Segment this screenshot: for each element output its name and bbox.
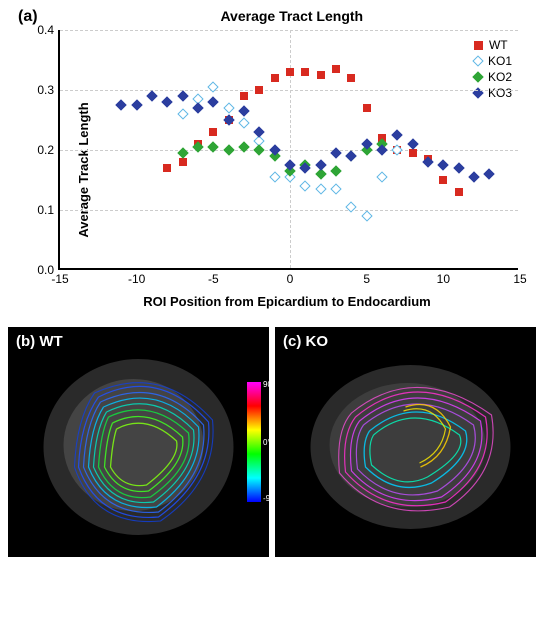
point-WT <box>286 68 294 76</box>
legend-row: KO2 <box>474 70 512 84</box>
legend-marker <box>472 71 483 82</box>
chart-title: Average Tract Length <box>48 8 536 24</box>
point-KO3 <box>468 171 479 182</box>
point-KO2 <box>330 165 341 176</box>
legend-label: KO1 <box>488 54 512 68</box>
panel-b: (b) WT 90° 0° -90° <box>8 327 269 557</box>
legend-row: KO1 <box>474 54 512 68</box>
point-KO1 <box>330 183 341 194</box>
legend-label: KO2 <box>488 70 512 84</box>
vgrid <box>290 30 291 268</box>
panel-b-label: (b) WT <box>16 333 63 350</box>
point-WT <box>363 104 371 112</box>
xtick: 5 <box>363 272 370 286</box>
legend-label: KO3 <box>488 86 512 100</box>
panel-c: (c) KO <box>275 327 536 557</box>
point-KO1 <box>315 183 326 194</box>
xtick: -15 <box>51 272 68 286</box>
point-KO1 <box>376 171 387 182</box>
point-WT <box>455 188 463 196</box>
point-KO2 <box>254 144 265 155</box>
point-WT <box>163 164 171 172</box>
point-WT <box>301 68 309 76</box>
point-KO2 <box>223 144 234 155</box>
xtick: 0 <box>287 272 294 286</box>
hgrid <box>60 30 518 31</box>
image-row: (b) WT 90° 0° -90° (c) KO <box>8 327 536 557</box>
point-WT <box>347 74 355 82</box>
point-WT <box>332 65 340 73</box>
point-WT <box>179 158 187 166</box>
legend-row: WT <box>474 38 512 52</box>
figure: (a) Average Tract Length Average Track L… <box>0 0 544 565</box>
point-KO3 <box>346 150 357 161</box>
point-KO3 <box>392 129 403 140</box>
hgrid <box>60 150 518 151</box>
xtick: 10 <box>437 272 450 286</box>
point-KO3 <box>192 102 203 113</box>
point-WT <box>317 71 325 79</box>
hgrid <box>60 90 518 91</box>
legend: WT KO1 KO2 KO3 <box>474 36 512 102</box>
point-WT <box>255 86 263 94</box>
xtick: -10 <box>128 272 145 286</box>
point-KO3 <box>315 159 326 170</box>
point-KO1 <box>238 117 249 128</box>
colorbar-bot: -90° <box>263 494 269 503</box>
chart-wrap: Average Track Length WTKO1KO2KO3 0.00.10… <box>58 30 516 309</box>
panel-a: (a) Average Tract Length Average Track L… <box>8 8 536 309</box>
ytick: 0.1 <box>37 203 54 217</box>
tractography-wt <box>8 327 269 557</box>
legend-label: WT <box>489 38 508 52</box>
point-KO3 <box>146 90 157 101</box>
panel-a-label: (a) <box>18 8 38 26</box>
point-KO1 <box>223 102 234 113</box>
x-axis-label: ROI Position from Epicardium to Endocard… <box>58 294 516 309</box>
point-KO3 <box>407 138 418 149</box>
panel-c-label: (c) KO <box>283 333 328 350</box>
point-KO3 <box>254 126 265 137</box>
hgrid <box>60 210 518 211</box>
point-KO3 <box>208 96 219 107</box>
colorbar-top: 90° <box>263 380 269 389</box>
scatter-chart: WTKO1KO2KO3 0.00.10.20.30.4-15-10-505101… <box>58 30 518 270</box>
point-KO3 <box>177 90 188 101</box>
xtick: -5 <box>208 272 219 286</box>
tractography-ko <box>275 327 536 557</box>
point-KO3 <box>484 168 495 179</box>
point-KO1 <box>361 210 372 221</box>
legend-row: KO3 <box>474 86 512 100</box>
point-KO3 <box>438 159 449 170</box>
colorbar-mid: 0° <box>263 438 269 447</box>
point-WT <box>209 128 217 136</box>
point-KO3 <box>238 105 249 116</box>
point-KO3 <box>453 162 464 173</box>
point-KO3 <box>131 99 142 110</box>
legend-marker <box>474 41 483 50</box>
point-KO1 <box>300 180 311 191</box>
legend-marker <box>472 55 483 66</box>
ytick: 0.2 <box>37 143 54 157</box>
point-KO3 <box>116 99 127 110</box>
point-WT <box>240 92 248 100</box>
point-WT <box>271 74 279 82</box>
ytick: 0.4 <box>37 23 54 37</box>
point-KO1 <box>269 171 280 182</box>
point-WT <box>439 176 447 184</box>
ytick: 0.3 <box>37 83 54 97</box>
colorbar: 90° 0° -90° <box>247 382 261 502</box>
point-WT <box>409 149 417 157</box>
point-KO3 <box>162 96 173 107</box>
point-KO1 <box>177 108 188 119</box>
xtick: 15 <box>513 272 526 286</box>
